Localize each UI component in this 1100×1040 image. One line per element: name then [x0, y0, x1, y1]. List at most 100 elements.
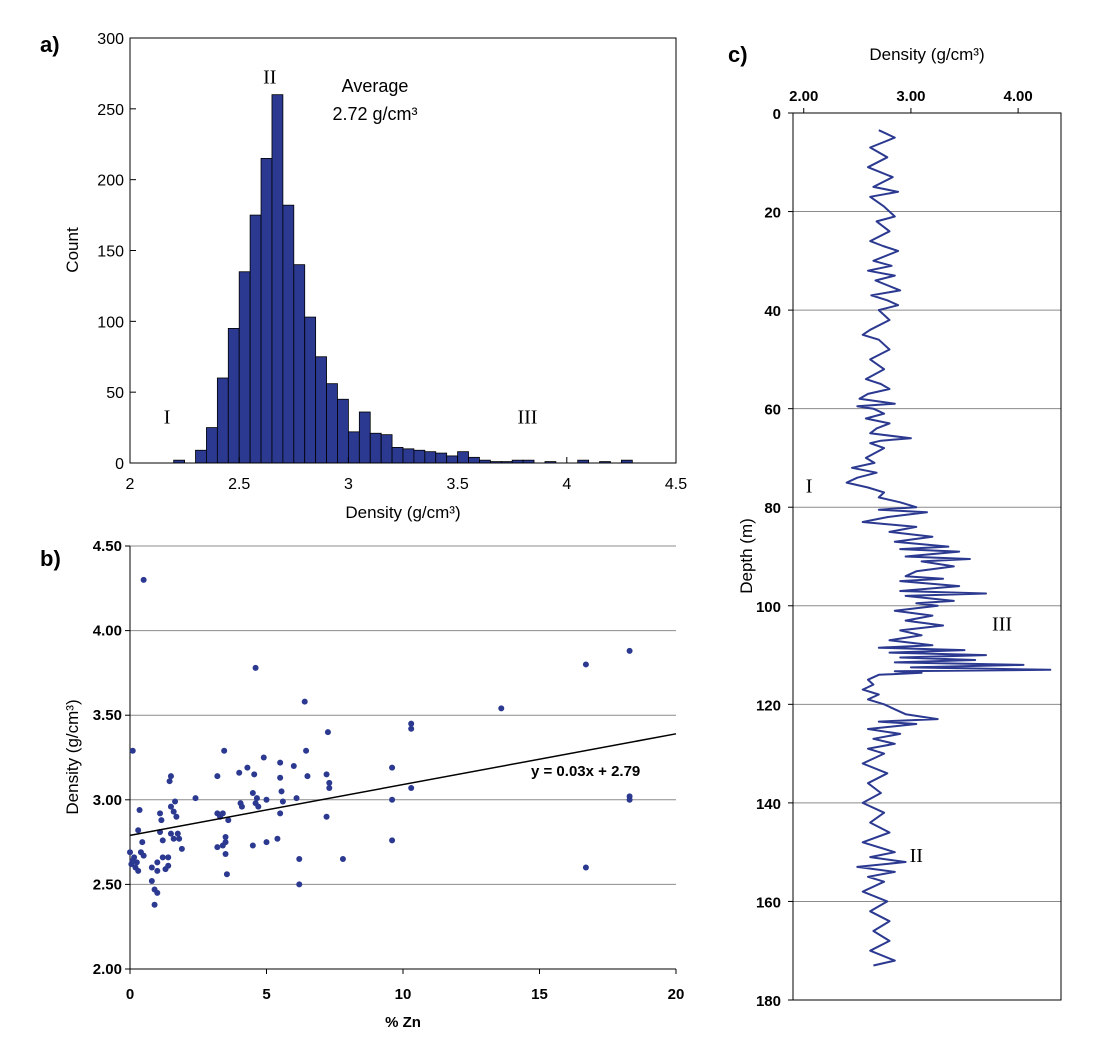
scatter-point [221, 747, 228, 754]
histogram-x-tick-label: 4 [562, 476, 571, 493]
scatter-point [139, 839, 146, 846]
depth-log-y-tick-label: 180 [756, 993, 781, 1010]
scatter-point [236, 769, 243, 776]
depth-log-y-tick-label: 20 [764, 205, 781, 222]
scatter-x-tick-label: 20 [668, 986, 685, 1003]
histogram-bar [195, 449, 207, 464]
histogram-bar [424, 451, 437, 464]
scatter-point [222, 839, 229, 846]
scatter-y-tick-label: 3.00 [93, 792, 122, 809]
depth-log-x-axis-title: Density (g/cm³) [869, 45, 984, 64]
scatter-point [170, 835, 177, 842]
scatter-point [135, 867, 142, 874]
histogram-bar [446, 455, 458, 464]
scatter-y-tick-label: 4.50 [93, 538, 122, 555]
scatter-point [260, 754, 267, 761]
scatter-point [251, 771, 258, 778]
histogram-bar [326, 383, 338, 464]
depth-log-x-tick-label: 2.00 [789, 88, 818, 105]
scatter-point [219, 810, 226, 817]
scatter-gridlines [130, 545, 676, 885]
histogram-bar [358, 411, 371, 464]
histogram-bar [468, 456, 480, 464]
scatter-point [626, 647, 633, 654]
scatter-point [159, 837, 166, 844]
scatter-point [389, 764, 396, 771]
histogram-chart: 2 2.5 3 3.5 4 4.5 0 50 100 150 200 250 300 Density … [63, 31, 687, 522]
scatter-points [127, 576, 633, 908]
scatter-point [133, 859, 140, 866]
scatter-point [293, 795, 300, 802]
histogram-bar [238, 271, 251, 464]
scatter-point [222, 850, 229, 857]
scatter-point [339, 856, 346, 863]
depth-log-y-ticks: 0 20 40 60 80 100 120 140 160 180 [756, 106, 793, 1010]
scatter-point [279, 798, 286, 805]
scatter-point [323, 771, 330, 778]
depth-log-annotation-II: II [910, 845, 923, 867]
scatter-point [277, 774, 284, 781]
histogram-x-tick-label: 2.5 [228, 476, 250, 493]
histogram-y-axis-title: Count [63, 227, 82, 273]
histogram-bar [304, 316, 317, 464]
histogram-bar [380, 434, 393, 464]
panel-label-b: b) [40, 546, 61, 571]
histogram-average-value: 2.72 g/cm³ [332, 104, 417, 124]
scatter-point [167, 803, 174, 810]
histogram-bar [282, 204, 295, 464]
scatter-point [148, 878, 155, 885]
scatter-point [131, 854, 138, 861]
depth-log-annotation-I: I [806, 475, 813, 497]
histogram-bar [293, 264, 306, 464]
histogram-x-tick-label: 4.5 [665, 476, 687, 493]
scatter-point [225, 817, 232, 824]
histogram-x-tick-label: 2 [126, 476, 135, 493]
scatter-point [214, 773, 221, 780]
scatter-point [151, 901, 158, 908]
scatter-point [238, 803, 245, 810]
scatter-y-ticks: 2.00 2.50 3.00 3.50 4.00 4.50 [93, 538, 130, 978]
depth-log-y-tick-label: 100 [756, 599, 781, 616]
scatter-point [172, 798, 179, 805]
scatter-point [129, 747, 136, 754]
scatter-point [165, 854, 172, 861]
scatter-point [389, 796, 396, 803]
histogram-y-tick-label: 200 [97, 173, 124, 190]
scatter-point [301, 698, 308, 705]
scatter-point [252, 664, 259, 671]
depth-log-y-tick-label: 160 [756, 894, 781, 911]
histogram-bar [369, 432, 382, 464]
depth-log-line [845, 129, 1052, 967]
scatter-y-axis-title: Density (g/cm³) [63, 699, 82, 814]
scatter-point [167, 773, 174, 780]
scatter-x-tick-label: 0 [126, 986, 134, 1003]
histogram-plot-frame [129, 37, 677, 464]
scatter-point [263, 839, 270, 846]
scatter-point [277, 759, 284, 766]
scatter-x-tick-label: 5 [262, 986, 270, 1003]
scatter-point [290, 762, 297, 769]
scatter-point [214, 844, 221, 851]
histogram-bar [457, 451, 469, 464]
scatter-point [323, 813, 330, 820]
scatter-point [498, 705, 505, 712]
histogram-annotation-II: II [263, 66, 276, 88]
histogram-bar [260, 158, 273, 464]
histogram-y-tick-label: 0 [115, 456, 124, 473]
scatter-point [223, 871, 230, 878]
scatter-y-tick-label: 2.50 [93, 876, 122, 893]
depth-log-y-axis-title: Depth (m) [737, 518, 756, 594]
scatter-point [178, 845, 185, 852]
scatter-point [140, 576, 147, 583]
scatter-point [135, 827, 142, 834]
histogram-y-tick-label: 250 [97, 102, 124, 119]
histogram-bar [206, 427, 218, 464]
scatter-point [173, 813, 180, 820]
scatter-y-tick-label: 4.00 [93, 623, 122, 640]
scatter-point [255, 803, 262, 810]
scatter-point [174, 830, 181, 837]
scatter-point [326, 784, 333, 791]
scatter-trendline [129, 733, 677, 837]
histogram-bar [315, 356, 327, 464]
histogram-bar [391, 447, 404, 464]
